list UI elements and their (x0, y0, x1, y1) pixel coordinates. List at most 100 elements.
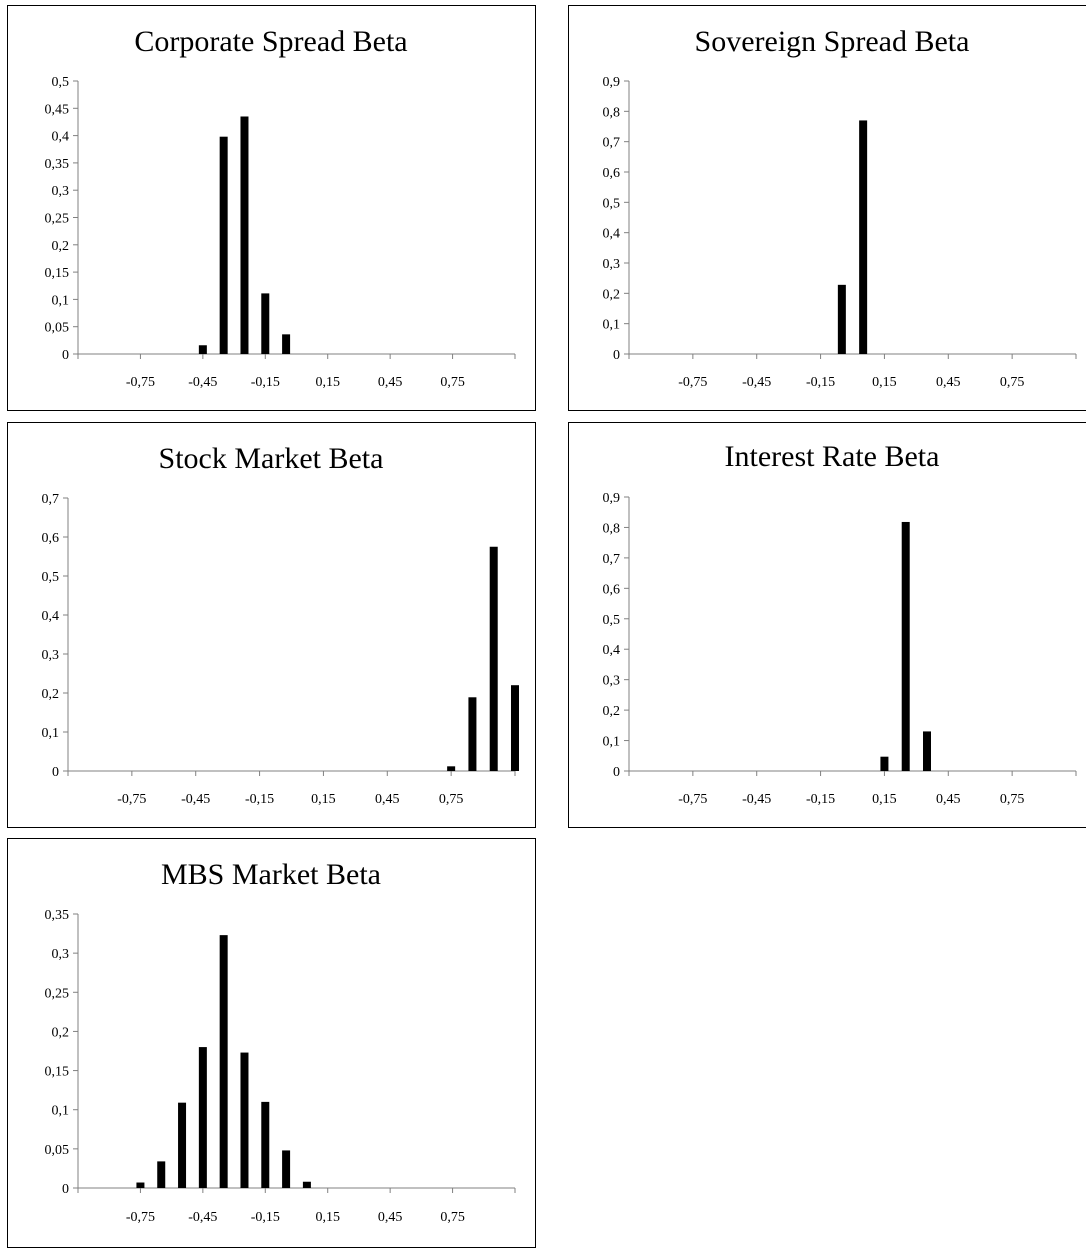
y-tick-label: 0,9 (603, 75, 621, 90)
bar (447, 766, 456, 771)
bar (157, 1161, 166, 1188)
bar (282, 334, 291, 354)
bar (880, 756, 889, 771)
y-tick-label: 0,15 (45, 266, 70, 281)
x-tick-label: 0,15 (872, 792, 897, 807)
bar (240, 1052, 249, 1188)
y-tick-label: 0,35 (45, 908, 70, 923)
y-tick-label: 0 (52, 765, 59, 780)
chart-title: Sovereign Spread Beta (695, 25, 970, 58)
y-tick-label: 0,3 (52, 184, 70, 199)
x-tick-label: 0,75 (440, 1210, 465, 1225)
y-tick-label: 0,35 (45, 157, 70, 172)
x-tick-label: -0,45 (181, 792, 210, 807)
bar (219, 935, 228, 1188)
x-tick-label: -0,15 (251, 1210, 280, 1225)
y-tick-label: 0,8 (603, 521, 621, 536)
x-tick-label: 0,45 (378, 375, 403, 390)
chart-title: Corporate Spread Beta (134, 25, 407, 58)
bar (261, 293, 270, 354)
y-tick-label: 0,3 (42, 648, 60, 663)
x-tick-label: -0,75 (117, 792, 146, 807)
y-tick-label: 0,3 (603, 674, 621, 689)
bar (261, 1101, 270, 1188)
chart-panel-stock-market-beta: Stock Market Beta 0 0,1 0,2 0,3 0,4 0,5 0,6 0,7 -… (7, 422, 536, 828)
y-tick-label: 0,6 (603, 582, 621, 597)
x-tick-label: 0,75 (1000, 792, 1025, 807)
y-tick-label: 0,9 (603, 491, 621, 506)
chart-panel-corporate-spread-beta: Corporate Spread Beta 0 0,05 0,1 0,15 0,2 0,25… (7, 5, 536, 411)
x-tick-label: 0,15 (315, 375, 340, 390)
x-tick-label: -0,75 (678, 375, 707, 390)
x-tick-label: 0,45 (936, 792, 961, 807)
bar (178, 1102, 187, 1188)
y-tick-label: 0,2 (42, 687, 60, 702)
y-tick-label: 0,7 (603, 552, 621, 567)
y-tick-label: 0,2 (603, 704, 621, 719)
bar (511, 685, 519, 771)
bar (837, 284, 846, 354)
x-tick-label: 0,15 (311, 792, 336, 807)
y-tick-label: 0 (613, 348, 620, 363)
chart-panel-sovereign-spread-beta: Sovereign Spread Beta 0 0,1 0,2 0,3 0,4 0,5 0,6… (568, 5, 1086, 411)
x-tick-label: 0,45 (936, 375, 961, 390)
bar (859, 120, 868, 354)
bar (282, 1150, 291, 1188)
y-tick-label: 0,3 (52, 947, 70, 962)
x-tick-label: -0,75 (126, 375, 155, 390)
bar (198, 345, 207, 354)
y-tick-label: 0,1 (603, 735, 621, 750)
x-tick-label: -0,15 (806, 792, 835, 807)
chart-svg: Corporate Spread Beta 0 0,05 0,1 0,15 0,2 0,25… (45, 25, 516, 390)
y-tick-label: 0,2 (603, 287, 621, 302)
y-tick-label: 0,05 (45, 1143, 70, 1158)
y-tick-label: 0,25 (45, 212, 70, 227)
y-tick-label: 0,15 (45, 1065, 70, 1080)
chart-svg: Sovereign Spread Beta 0 0,1 0,2 0,3 0,4 0,5 0,6… (603, 25, 1077, 390)
y-tick-label: 0,5 (603, 613, 621, 628)
bar (468, 697, 477, 771)
y-tick-label: 0,7 (603, 136, 621, 151)
chart-panel-mbs-market-beta: MBS Market Beta 0 0,05 0,1 0,15 0,2 0,25 0,3 0,3… (7, 838, 536, 1248)
y-tick-label: 0 (62, 348, 69, 363)
bar (219, 136, 228, 354)
bar (923, 731, 931, 771)
x-tick-label: 0,75 (440, 375, 465, 390)
chart-svg: Stock Market Beta 0 0,1 0,2 0,3 0,4 0,5 0,6 0,7 -… (42, 442, 519, 807)
y-tick-label: 0,5 (52, 75, 70, 90)
x-tick-label: 0,15 (872, 375, 897, 390)
y-tick-label: 0,4 (603, 227, 621, 242)
y-tick-label: 0,4 (52, 130, 70, 145)
x-tick-label: -0,45 (742, 792, 771, 807)
x-tick-label: -0,45 (188, 375, 217, 390)
y-tick-label: 0,1 (42, 726, 60, 741)
y-tick-label: 0,6 (603, 166, 621, 181)
x-tick-label: 0,45 (378, 1210, 403, 1225)
chart-title: Interest Rate Beta (725, 440, 940, 473)
y-tick-label: 0,5 (42, 570, 60, 585)
y-tick-label: 0,1 (52, 293, 70, 308)
y-tick-label: 0,3 (603, 257, 621, 272)
bar (302, 1181, 311, 1188)
y-tick-label: 0,2 (52, 239, 70, 254)
y-tick-label: 0,4 (42, 609, 60, 624)
y-tick-label: 0 (62, 1182, 69, 1197)
chart-svg: MBS Market Beta 0 0,05 0,1 0,15 0,2 0,25 0,3 0,3… (45, 858, 516, 1225)
chart-title: MBS Market Beta (161, 858, 381, 891)
x-tick-label: -0,45 (742, 375, 771, 390)
y-tick-label: 0,1 (603, 318, 621, 333)
x-tick-label: -0,15 (251, 375, 280, 390)
x-tick-label: 0,15 (315, 1210, 340, 1225)
x-tick-label: -0,45 (188, 1210, 217, 1225)
bar (198, 1047, 207, 1188)
y-tick-label: 0 (613, 765, 620, 780)
chart-panel-interest-rate-beta: Interest Rate Beta 0 0,1 0,2 0,3 0,4 0,5 0,6 0,7… (568, 422, 1086, 828)
y-tick-label: 0,8 (603, 105, 621, 120)
bar (136, 1182, 145, 1188)
x-tick-label: 0,75 (439, 792, 464, 807)
y-tick-label: 0,2 (52, 1025, 70, 1040)
y-tick-label: 0,5 (603, 196, 621, 211)
bar (489, 546, 498, 771)
y-tick-label: 0,05 (45, 321, 70, 336)
bar (240, 116, 249, 355)
